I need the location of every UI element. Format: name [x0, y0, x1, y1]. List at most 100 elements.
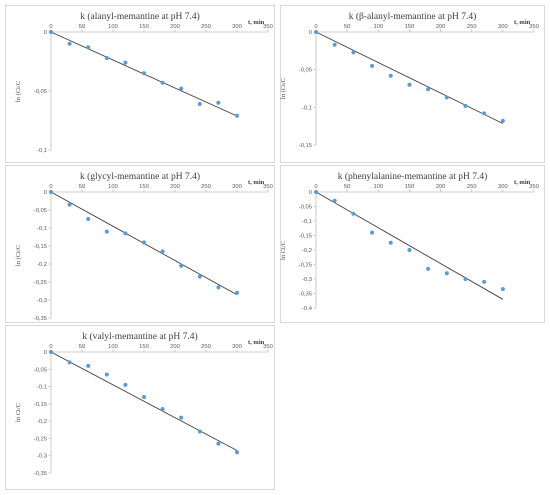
- x-tick-label: 350: [263, 24, 273, 30]
- y-axis-label: ln Ct/C: [279, 240, 287, 260]
- x-tick-label: 100: [108, 24, 118, 30]
- y-tick-label: -0,15: [299, 143, 312, 149]
- data-point: [160, 407, 165, 412]
- y-tick-label: -0,15: [34, 244, 47, 250]
- x-axis-label: t, min: [514, 19, 531, 26]
- y-tick-label: 0: [309, 190, 312, 196]
- data-point: [49, 190, 53, 194]
- data-point: [104, 229, 109, 234]
- data-point: [235, 113, 239, 118]
- data-point: [49, 350, 53, 354]
- x-tick-label: 200: [436, 24, 446, 30]
- data-point: [351, 50, 356, 55]
- data-point: [407, 82, 412, 87]
- y-tick-label: -0,35: [34, 471, 47, 477]
- y-axis-label: ln Ct/C: [14, 403, 22, 422]
- chart-title: k (valyl-memantine at pH 7.4): [82, 332, 198, 342]
- y-tick-label: -0,2: [302, 248, 312, 254]
- data-point: [482, 279, 487, 284]
- chart-plot: 0 50 100 150 200 250 300 350 0 -0,05 -0,1 -0,15 -0,2…: [34, 184, 273, 322]
- data-point: [86, 217, 91, 221]
- data-point: [216, 285, 221, 290]
- data-point: [314, 30, 318, 34]
- trendline: [315, 191, 504, 300]
- y-tick-label: 0: [44, 30, 47, 36]
- data-point: [216, 100, 221, 105]
- chart-panel: k (alanyl-memantine at pH 7.4) 0 50 100 150 2…: [5, 5, 275, 163]
- x-tick-label: 0: [49, 24, 52, 30]
- x-tick-label: 150: [139, 184, 149, 190]
- data-point: [197, 101, 202, 106]
- x-tick-label: 50: [79, 184, 85, 190]
- data-point: [500, 118, 505, 123]
- y-tick-label: -0,25: [34, 280, 47, 286]
- x-tick-label: 250: [467, 184, 477, 190]
- data-point: [142, 71, 146, 76]
- data-point: [179, 263, 184, 268]
- data-point: [332, 42, 337, 47]
- x-tick-label: 350: [263, 184, 273, 190]
- data-point: [67, 360, 72, 365]
- x-tick-label: 100: [373, 24, 383, 30]
- x-tick-label: 200: [170, 24, 180, 30]
- y-tick-label: -0,1: [37, 148, 47, 154]
- x-tick-label: 150: [405, 184, 415, 190]
- data-point: [463, 103, 468, 108]
- chart-plot: 0 50 100 150 200 250 300 350 0 -0,05 -0,1 -0,15 -0,2…: [299, 184, 539, 312]
- chart-plot: 0 50 100 150 200 250 300 350 0 -0,05 -0,1 -0,15: [299, 24, 539, 149]
- y-tick-label: 0: [44, 350, 47, 356]
- chart-panel: k (phenylalanine-memantine at pH 7.4) 0 50…: [280, 165, 545, 323]
- y-tick-label: 0: [44, 190, 47, 196]
- y-axis-label: ln (Ct/C: [15, 80, 23, 102]
- y-tick-label: -0,3: [302, 277, 312, 283]
- y-tick-label: -0,4: [302, 306, 313, 312]
- data-point: [482, 111, 487, 116]
- data-point: [86, 45, 91, 50]
- y-tick-label: -0,05: [34, 367, 47, 373]
- data-point: [426, 87, 431, 92]
- y-tick-label: -0,2: [37, 262, 47, 268]
- y-axis-label: ln (Ct/C: [15, 244, 23, 266]
- x-tick-label: 50: [79, 344, 85, 350]
- y-tick-label: -0,1: [37, 226, 47, 232]
- data-point: [49, 30, 53, 34]
- data-point: [314, 190, 318, 194]
- x-tick-label: 350: [529, 24, 539, 30]
- data-point: [444, 95, 449, 100]
- x-tick-label: 100: [373, 184, 383, 190]
- data-point: [86, 363, 91, 368]
- data-point: [142, 240, 146, 245]
- y-tick-label: -0,15: [34, 402, 47, 408]
- trendline: [315, 31, 504, 124]
- data-point: [123, 382, 128, 387]
- chart-panel: k (β-alanyl-memantine at pH 7.4) 0 50 100 15…: [280, 5, 545, 163]
- x-tick-label: 250: [201, 344, 211, 350]
- x-tick-label: 300: [232, 24, 242, 30]
- data-point: [104, 372, 109, 377]
- x-tick-label: 350: [529, 184, 539, 190]
- x-tick-label: 50: [344, 24, 350, 30]
- data-point: [500, 287, 505, 292]
- y-tick-label: -0,15: [299, 234, 312, 240]
- chart-plot: 0 50 100 150 200 250 300 350 0 -0,05 -0,1: [34, 24, 273, 154]
- y-tick-label: -0,05: [299, 205, 312, 211]
- data-point: [235, 450, 239, 455]
- data-point: [388, 240, 393, 245]
- data-point: [351, 211, 356, 216]
- x-tick-label: 50: [344, 184, 350, 190]
- x-tick-label: 100: [108, 184, 118, 190]
- data-point: [160, 249, 165, 254]
- data-point: [123, 231, 128, 236]
- data-point: [388, 73, 393, 78]
- x-tick-label: 150: [405, 24, 415, 30]
- data-point: [235, 290, 239, 295]
- y-tick-label: -0,2: [37, 419, 47, 425]
- x-tick-label: 0: [314, 184, 317, 190]
- y-tick-label: -0,35: [34, 316, 47, 322]
- chart-plot: 0 50 100 150 200 250 300 350 0 -0,05 -0,1 -0,15 -0,2…: [34, 344, 273, 477]
- chart-title: k (glycyl-memantine at pH 7.4): [79, 172, 201, 182]
- x-tick-label: 200: [436, 184, 446, 190]
- chart-title: k (phenylalanine-memantine at pH 7.4): [337, 172, 488, 182]
- chart-panel: k (glycyl-memantine at pH 7.4) 0 50 100 150 2…: [5, 165, 275, 323]
